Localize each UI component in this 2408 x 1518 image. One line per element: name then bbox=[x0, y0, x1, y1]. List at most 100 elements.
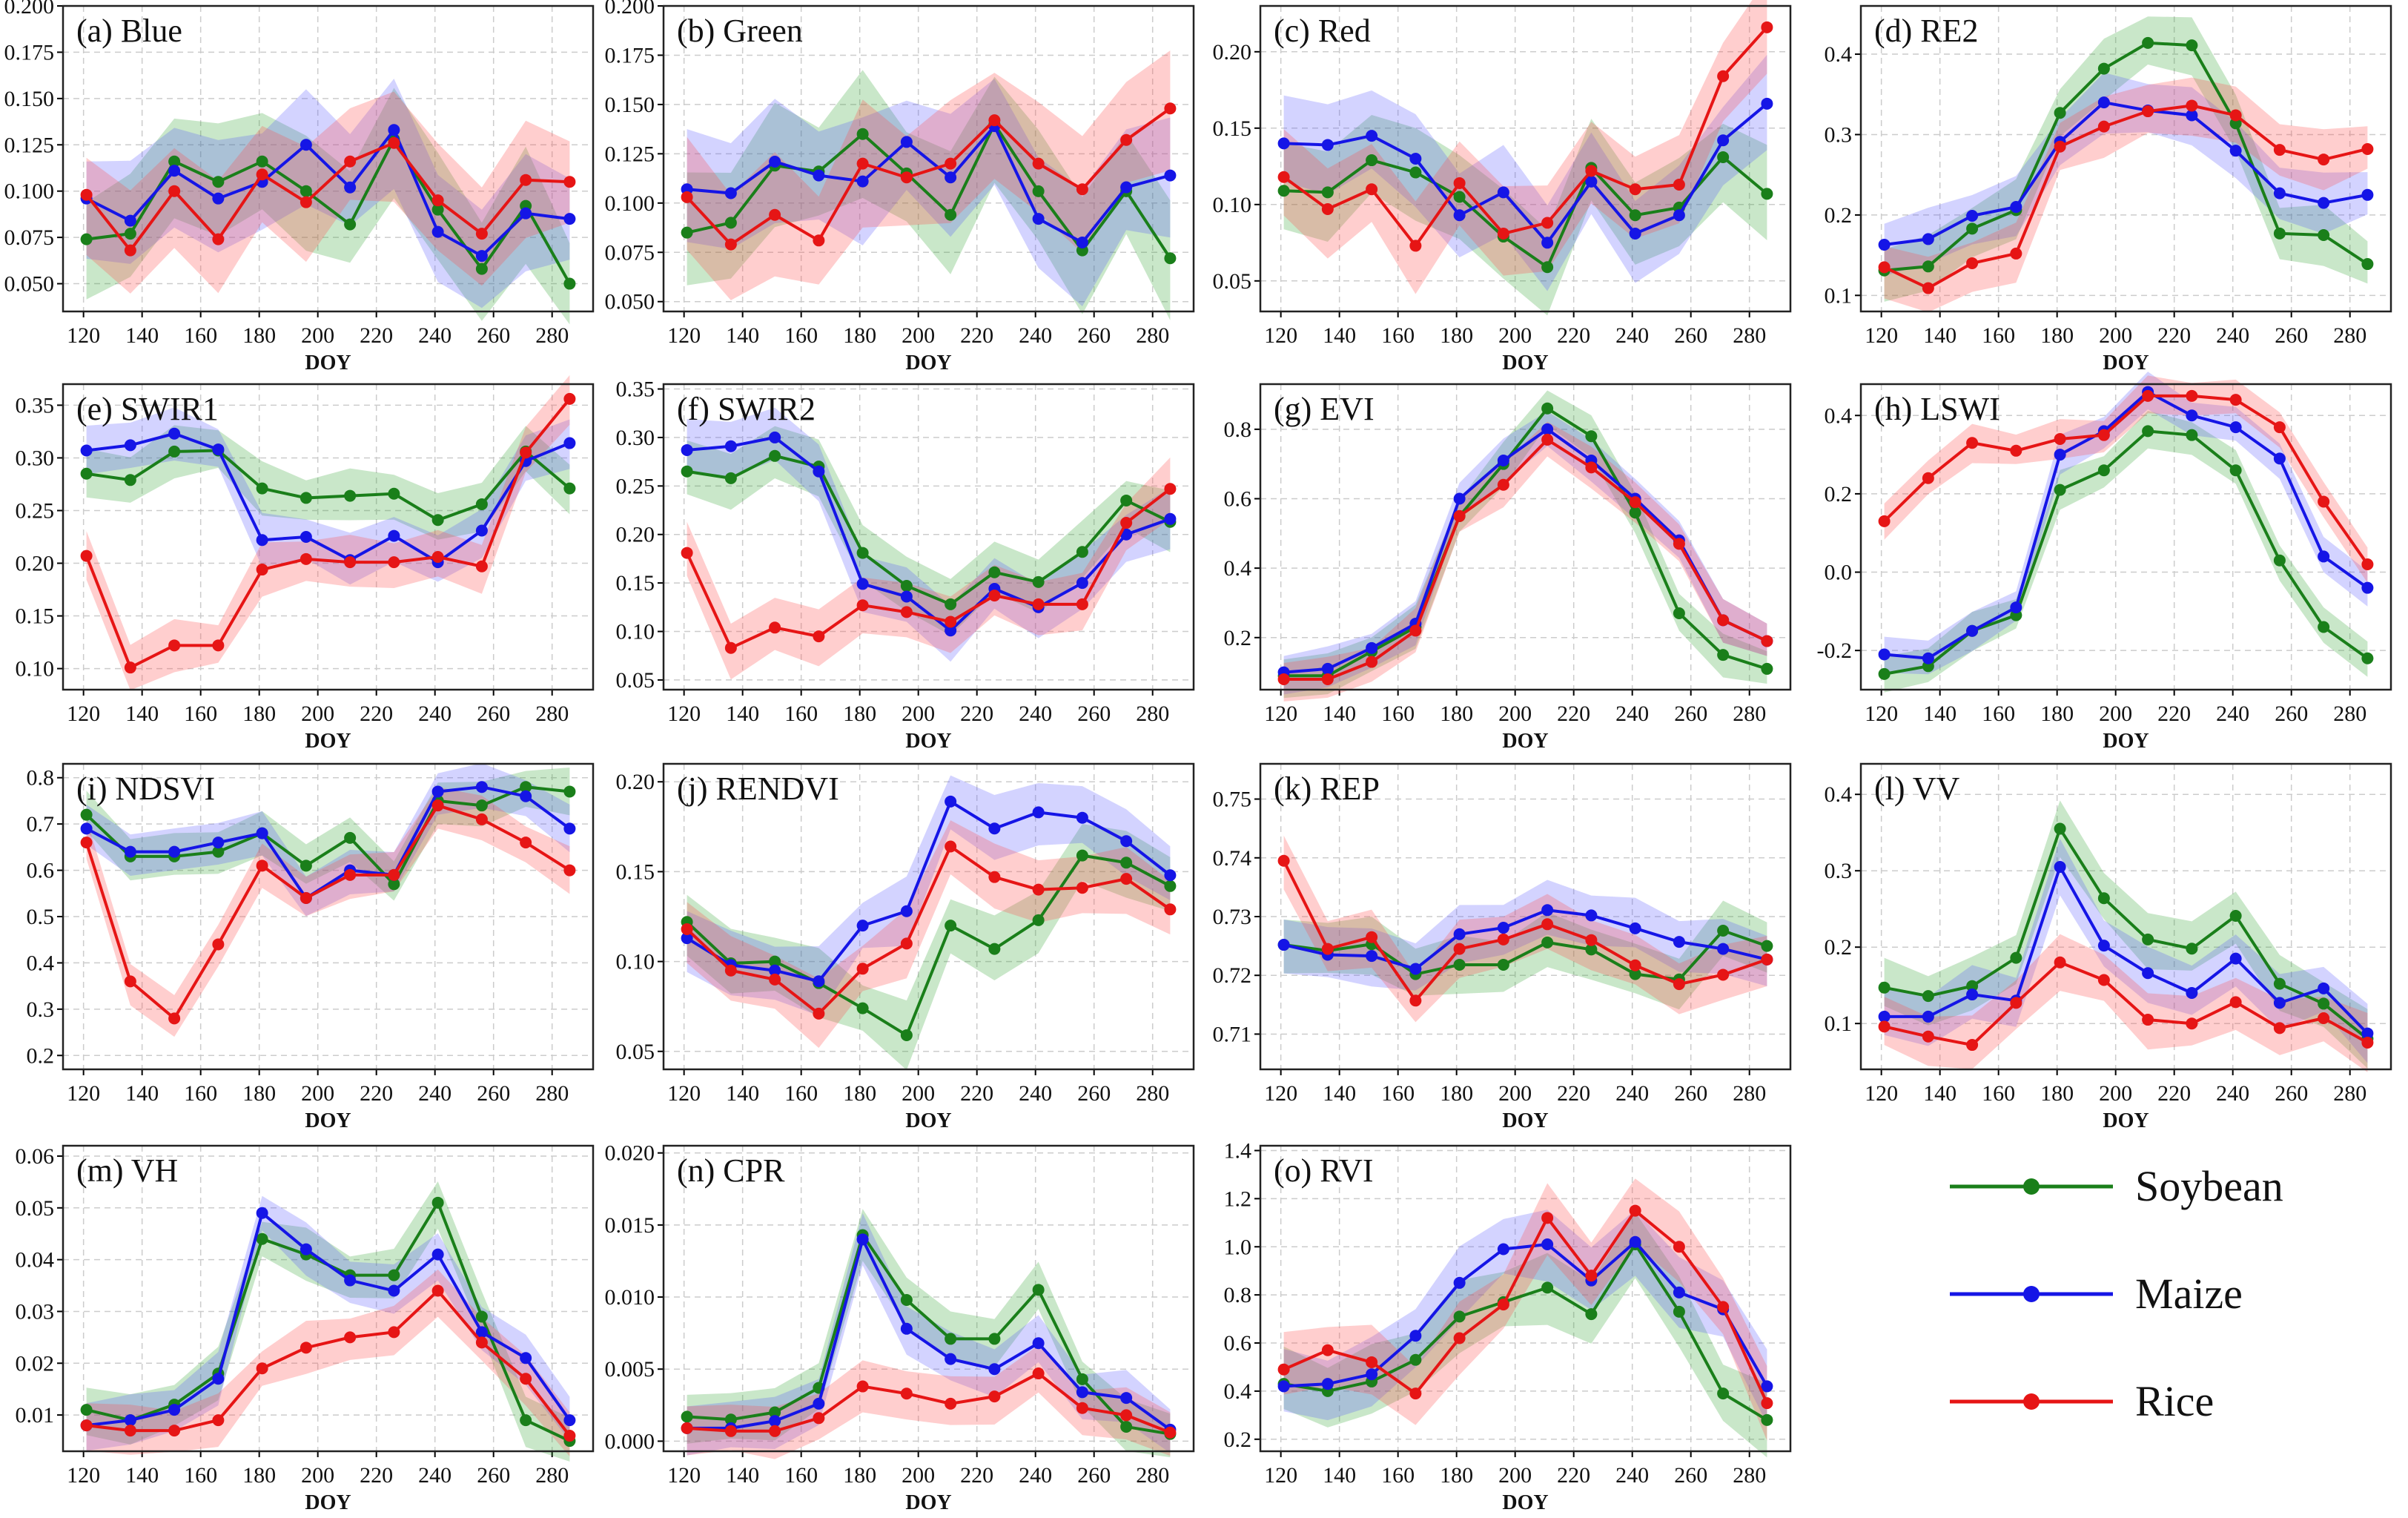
x-tick-label: 280 bbox=[1733, 1463, 1766, 1488]
y-tick-label: 1.4 bbox=[1224, 1138, 1252, 1163]
x-axis-label: DOY bbox=[1502, 1491, 1548, 1514]
band-rice bbox=[86, 374, 570, 690]
plot-frame bbox=[62, 383, 595, 691]
x-tick-label: 200 bbox=[902, 1081, 935, 1106]
subplot-title: (i) NDSVI bbox=[76, 770, 215, 807]
data-point-rice bbox=[1164, 903, 1177, 916]
data-point-soybean bbox=[2186, 943, 2198, 955]
data-point-soybean bbox=[1032, 914, 1045, 926]
data-point-rice bbox=[168, 1012, 181, 1025]
series-line-soybean bbox=[1283, 1241, 1768, 1422]
data-point-rice bbox=[1629, 183, 1641, 196]
x-tick-label: 260 bbox=[1077, 323, 1111, 348]
data-point-soybean bbox=[1453, 191, 1466, 203]
band-rice bbox=[1283, 421, 1767, 702]
y-tick-label: 0.150 bbox=[4, 87, 55, 111]
data-point-rice bbox=[1164, 483, 1177, 495]
band-soybean bbox=[1884, 16, 2368, 302]
data-point-rice bbox=[1366, 656, 1378, 668]
y-tick-label: 0.4 bbox=[1825, 42, 1853, 67]
x-tick-label: 140 bbox=[125, 323, 159, 348]
subplot-title: (n) CPR bbox=[677, 1152, 785, 1189]
data-point-soybean bbox=[1673, 1305, 1685, 1318]
data-point-maize bbox=[769, 1415, 781, 1428]
data-point-maize bbox=[988, 1363, 1001, 1376]
data-point-rice bbox=[1717, 968, 1730, 981]
data-point-rice bbox=[1076, 183, 1088, 196]
y-tick-label: 0.06 bbox=[16, 1144, 55, 1169]
y-tick-label: 0.4 bbox=[27, 951, 55, 975]
data-point-maize bbox=[769, 155, 781, 168]
data-point-rice bbox=[124, 244, 136, 257]
x-tick-label: 280 bbox=[1136, 1463, 1169, 1488]
data-point-rice bbox=[813, 234, 825, 247]
data-point-soybean bbox=[563, 785, 576, 798]
data-point-rice bbox=[856, 963, 869, 975]
band-rice bbox=[1283, 1178, 1767, 1441]
band-maize bbox=[1884, 372, 2368, 675]
data-point-soybean bbox=[1761, 940, 1773, 952]
data-point-maize bbox=[1120, 528, 1133, 541]
x-tick-label: 120 bbox=[1865, 323, 1898, 348]
data-point-soybean bbox=[1541, 1281, 1554, 1294]
data-point-rice bbox=[1541, 217, 1554, 229]
data-point-maize bbox=[1032, 806, 1045, 819]
data-point-maize bbox=[900, 905, 913, 917]
x-tick-label: 160 bbox=[784, 1081, 818, 1106]
data-point-soybean bbox=[1409, 166, 1422, 179]
data-point-rice bbox=[856, 157, 869, 170]
y-tick-label: 0.075 bbox=[605, 240, 655, 265]
data-point-rice bbox=[1409, 1387, 1422, 1400]
data-point-soybean bbox=[2010, 951, 2022, 964]
x-tick-label: 220 bbox=[960, 1081, 993, 1106]
series-line-rice bbox=[85, 141, 570, 253]
data-point-rice bbox=[388, 868, 400, 881]
data-point-soybean bbox=[2273, 554, 2286, 567]
data-point-rice bbox=[1878, 261, 1891, 274]
data-point-rice bbox=[1585, 461, 1598, 474]
x-axis-label: DOY bbox=[905, 1109, 951, 1132]
plot-frame bbox=[1859, 4, 2392, 313]
data-point-maize bbox=[1076, 577, 1088, 590]
data-point-rice bbox=[256, 1362, 268, 1375]
data-point-rice bbox=[1409, 624, 1422, 637]
data-point-soybean bbox=[1585, 430, 1598, 443]
subplot-title: (c) Red bbox=[1274, 13, 1371, 49]
x-tick-label: 160 bbox=[784, 323, 818, 348]
data-point-soybean bbox=[900, 1293, 913, 1306]
y-tick-label: 0.71 bbox=[1213, 1022, 1252, 1046]
band-soybean bbox=[1283, 390, 1767, 699]
data-point-maize bbox=[300, 139, 312, 151]
subplot-title: (g) EVI bbox=[1274, 391, 1375, 427]
subplot-title: (e) SWIR1 bbox=[76, 391, 219, 427]
plot-area bbox=[1260, 6, 1790, 311]
data-point-soybean bbox=[80, 467, 93, 480]
y-tick-label: 0.15 bbox=[616, 571, 655, 595]
x-tick-label: 140 bbox=[726, 1081, 759, 1106]
data-point-soybean bbox=[1922, 260, 1934, 273]
x-tick-label: 220 bbox=[960, 1463, 993, 1488]
data-point-soybean bbox=[2054, 107, 2066, 119]
series-line-rice bbox=[686, 107, 1171, 247]
y-tick-label: 0.8 bbox=[1224, 418, 1252, 442]
plot-frame bbox=[662, 762, 1195, 1071]
series-line-rice bbox=[1884, 960, 2369, 1047]
data-point-rice bbox=[2010, 247, 2022, 260]
subplot-title: (a) Blue bbox=[76, 13, 182, 49]
x-tick-label: 220 bbox=[1557, 702, 1590, 726]
x-tick-label: 140 bbox=[1323, 1081, 1356, 1106]
data-point-soybean bbox=[681, 465, 693, 478]
data-point-maize bbox=[724, 440, 737, 452]
data-point-rice bbox=[856, 1380, 869, 1393]
x-tick-label: 200 bbox=[1498, 1081, 1532, 1106]
data-point-soybean bbox=[388, 487, 400, 500]
data-point-maize bbox=[1409, 1330, 1422, 1342]
data-point-soybean bbox=[856, 1002, 869, 1014]
data-point-soybean bbox=[1629, 968, 1641, 980]
data-point-maize bbox=[1966, 209, 1979, 222]
data-point-rice bbox=[388, 1326, 400, 1339]
data-point-soybean bbox=[1761, 662, 1773, 675]
x-tick-label: 120 bbox=[667, 702, 701, 726]
x-tick-label: 280 bbox=[1136, 702, 1169, 726]
legend-item-maize: Maize bbox=[1942, 1264, 2387, 1324]
